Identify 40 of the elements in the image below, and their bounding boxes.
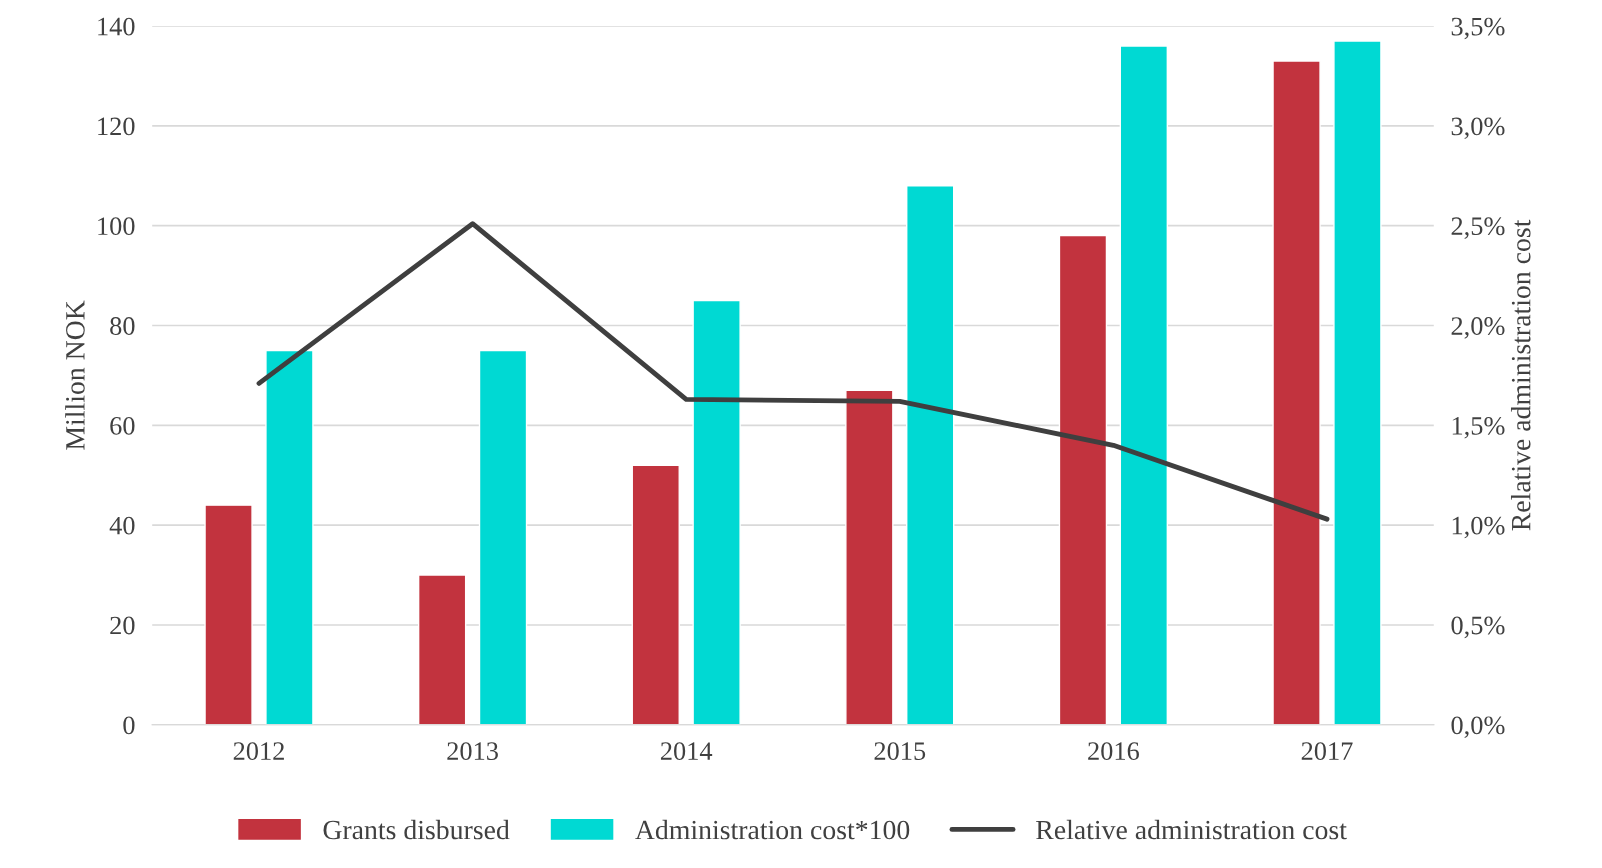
bar [1272, 60, 1321, 725]
y2-tick-label: 3,0% [1451, 117, 1505, 140]
legend-label: Relative administration cost [1036, 819, 1347, 840]
y-tick-label: 80 [110, 317, 135, 335]
bar [845, 389, 894, 725]
bar [1058, 234, 1108, 725]
y2-axis-title: Relative administration cost [1510, 219, 1531, 531]
y2-tick-label: 0,5% [1451, 616, 1505, 639]
bar [631, 464, 680, 725]
y-tick-label: 140 [98, 17, 135, 36]
y2-tick-label: 1,5% [1452, 416, 1505, 439]
line-series [256, 221, 1330, 522]
bar [906, 185, 955, 725]
x-tick-label: 2015 [874, 742, 926, 761]
y-axis-title: Million NOK [65, 300, 85, 450]
legend-label: Grants disbursed [323, 819, 510, 840]
y-tick-label: 40 [109, 516, 135, 535]
y2-tick-label: 2,0% [1451, 317, 1505, 339]
bar [692, 299, 741, 725]
y-tick-label: 100 [98, 217, 135, 236]
y2-tick-label: 2,5% [1451, 217, 1505, 239]
legend-label: Administration cost*100 [635, 819, 910, 840]
y-tick-label: 20 [110, 616, 135, 635]
bar [1119, 45, 1169, 725]
bar [417, 574, 467, 725]
y-tick-label: 60 [110, 416, 135, 435]
y2-tick-label: 1,0% [1452, 516, 1505, 539]
x-tick-label: 2016 [1088, 742, 1139, 761]
bar [265, 349, 314, 725]
y2-tick-label: 3,5% [1451, 17, 1505, 40]
x-tick-label: 2017 [1301, 742, 1353, 761]
y-tick-label: 0 [123, 716, 135, 735]
x-tick-label: 2013 [447, 742, 498, 761]
bar [478, 349, 528, 725]
x-tick-label: 2014 [660, 742, 713, 761]
x-tick-label: 2012 [233, 742, 284, 761]
bar [1333, 40, 1382, 725]
bar [204, 504, 253, 725]
y-tick-label: 120 [98, 117, 135, 136]
y2-tick-label: 0,0% [1451, 716, 1505, 738]
